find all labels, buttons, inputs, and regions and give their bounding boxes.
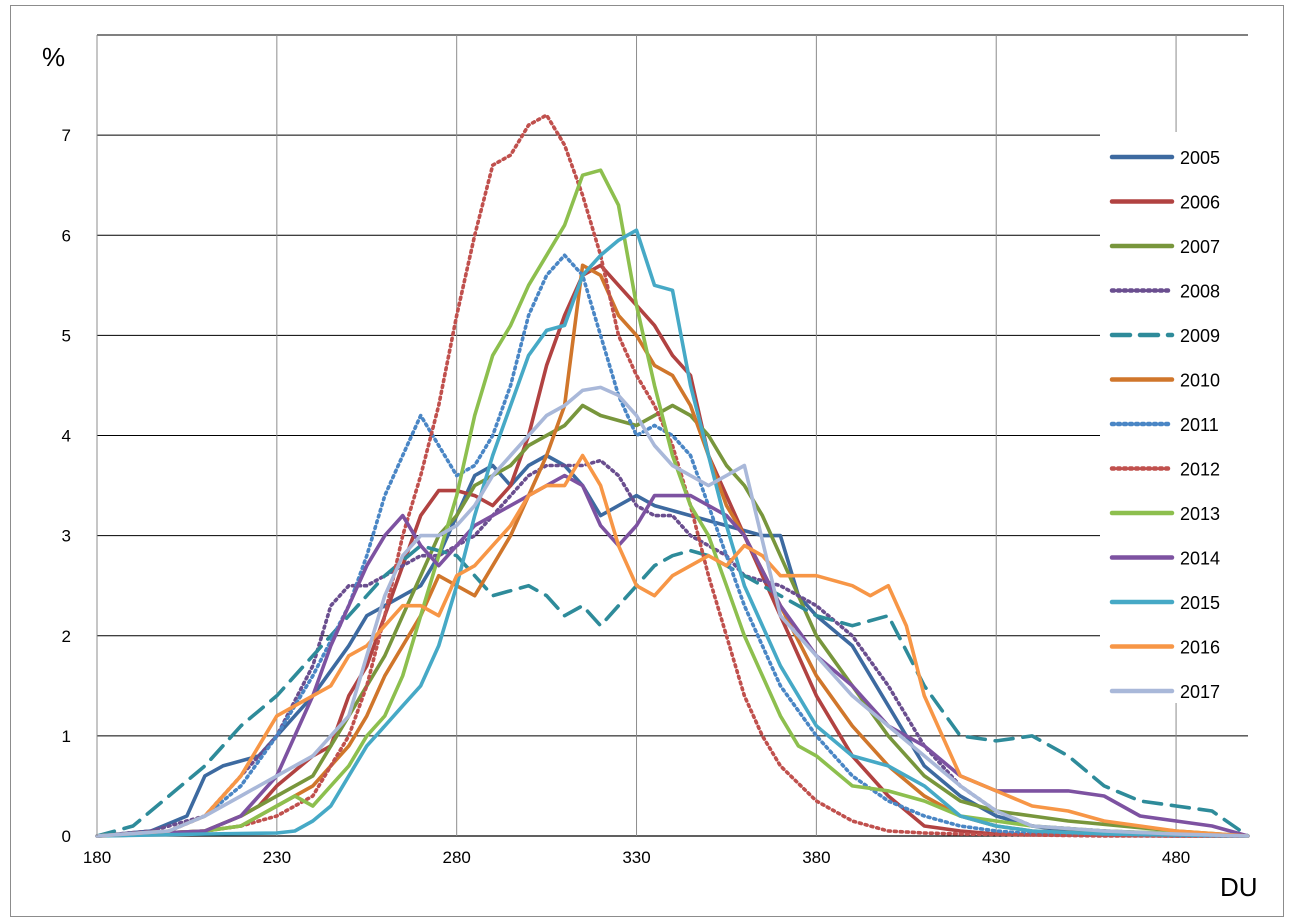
legend-label-2011: 2011 bbox=[1180, 415, 1219, 435]
legend-label-2017: 2017 bbox=[1180, 682, 1220, 702]
series-line-2005 bbox=[95, 453, 1250, 838]
y-axis-label: % bbox=[42, 42, 65, 72]
series-line-2010 bbox=[95, 263, 1250, 838]
legend-label-2013: 2013 bbox=[1180, 504, 1220, 524]
series-line-2017 bbox=[95, 385, 1250, 838]
series-line-2012 bbox=[95, 113, 1250, 838]
y-tick-label: 0 bbox=[62, 827, 71, 846]
x-tick-label: 180 bbox=[83, 848, 111, 867]
legend-label-2014: 2014 bbox=[1180, 549, 1220, 569]
x-axis-label: DU bbox=[1220, 872, 1258, 902]
legend-label-2012: 2012 bbox=[1180, 460, 1220, 480]
series-line-2013 bbox=[95, 168, 1250, 838]
legend-label-2006: 2006 bbox=[1180, 193, 1220, 213]
x-tick-label: 230 bbox=[263, 848, 291, 867]
x-tick-label: 280 bbox=[443, 848, 471, 867]
legend-label-2009: 2009 bbox=[1180, 326, 1220, 346]
y-tick-label: 2 bbox=[62, 627, 71, 646]
legend-label-2016: 2016 bbox=[1180, 638, 1220, 658]
legend-label-2007: 2007 bbox=[1180, 237, 1220, 257]
y-tick-label: 5 bbox=[62, 326, 71, 345]
legend: 2005 2006 2007 2008 2009 2010 2011 2012 2013 2014… bbox=[1100, 132, 1250, 703]
y-tick-label: 7 bbox=[62, 126, 71, 145]
legend-label-2015: 2015 bbox=[1180, 593, 1220, 613]
y-tick-label: 3 bbox=[62, 527, 71, 546]
x-tick-label: 430 bbox=[982, 848, 1010, 867]
x-tick-label: 330 bbox=[622, 848, 650, 867]
series-line-2016 bbox=[95, 453, 1250, 838]
series-line-2006 bbox=[95, 263, 1250, 838]
series-line-2015 bbox=[95, 228, 1250, 838]
series-line-2011 bbox=[95, 253, 1250, 838]
y-tick-label: 6 bbox=[62, 226, 71, 245]
legend-label-2005: 2005 bbox=[1180, 148, 1220, 168]
legend-label-2010: 2010 bbox=[1180, 371, 1220, 391]
series-line-2007 bbox=[95, 403, 1250, 838]
legend-background bbox=[1100, 132, 1250, 703]
y-tick-label: 1 bbox=[62, 727, 71, 746]
x-tick-label: 380 bbox=[802, 848, 830, 867]
series-line-2008 bbox=[95, 458, 1250, 838]
series-line-2009 bbox=[95, 543, 1250, 838]
series-layer bbox=[95, 113, 1250, 838]
x-tick-label: 480 bbox=[1162, 848, 1190, 867]
axis-layer: 0 1 2 3 4 5 6 7 180 230 280 330 380 430 480% DU bbox=[42, 35, 1258, 902]
y-tick-label: 4 bbox=[62, 427, 71, 446]
legend-label-2008: 2008 bbox=[1180, 282, 1220, 302]
